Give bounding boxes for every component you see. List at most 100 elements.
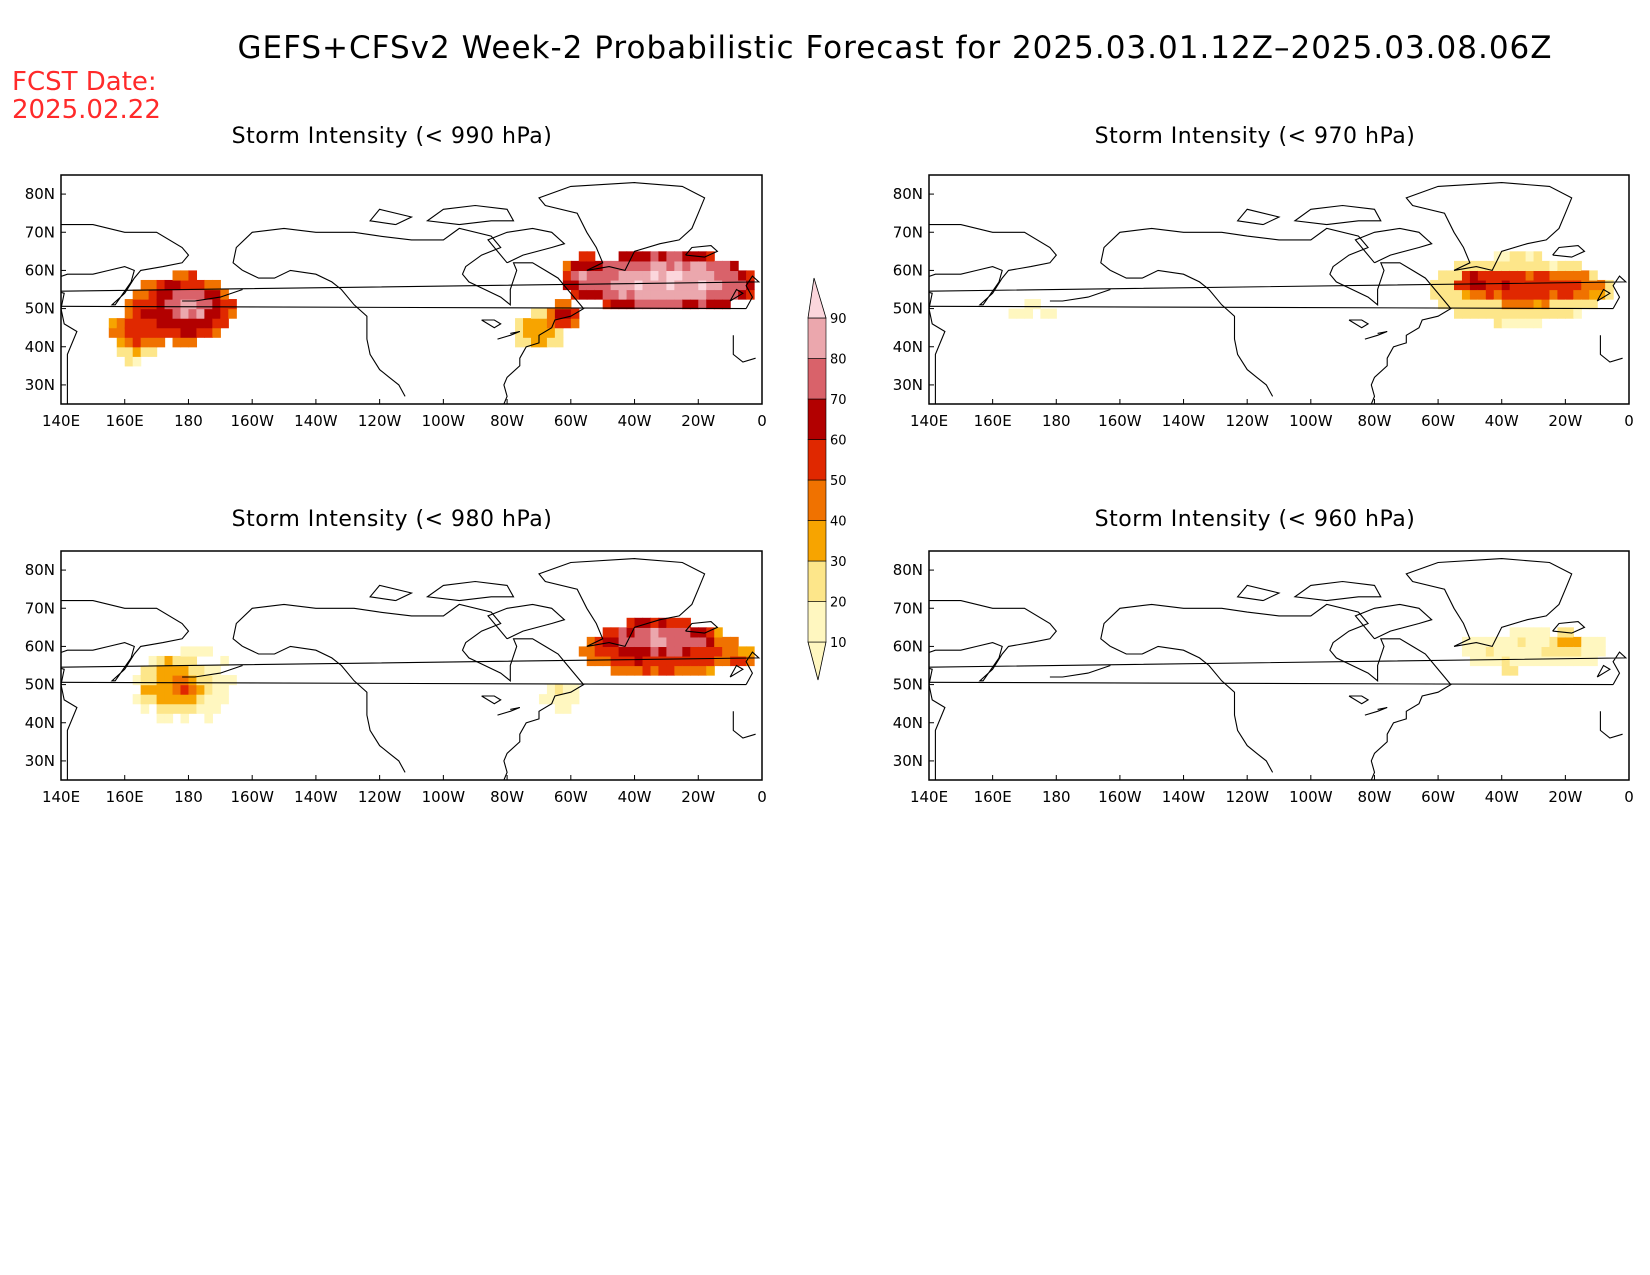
prob-cell (1501, 260, 1511, 272)
prob-cell (1565, 270, 1574, 281)
prob-cell (1517, 655, 1527, 667)
x-tick-label: 120W (1225, 412, 1269, 430)
prob-cell (650, 260, 660, 272)
prob-cell (1589, 646, 1598, 657)
prob-cell (706, 627, 715, 638)
coastline-segment (369, 584, 414, 602)
prob-cell (1501, 646, 1511, 657)
prob-cell (164, 675, 174, 686)
prob-cell (1589, 289, 1598, 300)
prob-cell (1501, 289, 1511, 300)
prob-cell (212, 665, 221, 676)
prob-cell (172, 327, 182, 338)
prob-cell (132, 308, 142, 319)
prob-cell (132, 327, 142, 338)
prob-cell (1589, 279, 1598, 291)
prob-cell (1485, 299, 1495, 310)
prob-cell (602, 299, 612, 310)
prob-cell (674, 627, 683, 638)
prob-cell (546, 337, 556, 348)
prob-cell (642, 646, 652, 657)
prob-cell (602, 279, 612, 291)
prob-cell (212, 308, 221, 319)
prob-cell (1533, 251, 1543, 262)
prob-cell (1533, 308, 1543, 319)
colorbar-label: 20 (830, 596, 847, 611)
colorbar-segment (807, 439, 827, 481)
prob-cell (1477, 636, 1487, 648)
prob-cell (602, 655, 612, 667)
prob-cell (1573, 279, 1582, 291)
coastline-segment (232, 603, 585, 780)
prob-cell (188, 703, 198, 714)
prob-cell (1525, 636, 1535, 648)
x-tick-label: 20W (1548, 412, 1582, 430)
prob-cell (570, 279, 580, 291)
coastline-segment (1348, 695, 1370, 705)
prob-cell (1517, 289, 1527, 300)
coastline-segment (729, 288, 744, 302)
prob-cell (610, 299, 620, 310)
prob-cell (722, 655, 731, 667)
colorbar-segment (807, 317, 827, 359)
prob-cell (674, 665, 683, 676)
coastline-segment (1100, 603, 1452, 780)
x-tick-label: 60W (554, 412, 588, 430)
coastline-segment (1599, 335, 1623, 363)
panel-title-970: Storm Intensity (< 970 hPa) (1094, 124, 1416, 149)
prob-cell (698, 655, 707, 667)
coastline-segment (425, 204, 515, 226)
prob-cell (1517, 636, 1527, 648)
prob-cell (682, 289, 691, 300)
prob-cell (578, 251, 588, 262)
prob-cell (132, 318, 142, 329)
prob-cell (1024, 308, 1034, 319)
prob-cell (132, 346, 142, 357)
prob-cell (1477, 308, 1487, 319)
coastline-segment (729, 664, 744, 678)
prob-cell (1573, 646, 1582, 657)
prob-cell (1485, 308, 1495, 319)
x-tick-label: 140W (1162, 412, 1206, 430)
prob-cell (618, 279, 628, 291)
prob-cell (1493, 279, 1503, 291)
prob-cell (626, 636, 636, 648)
prob-cell (1016, 308, 1026, 319)
prob-cell (1501, 279, 1511, 291)
prob-cell (602, 289, 612, 300)
prob-cell (706, 299, 715, 310)
prob-cell (1533, 289, 1543, 300)
prob-cell (116, 346, 126, 357)
prob-cell (746, 655, 755, 667)
prob-cell (682, 655, 691, 667)
coastline-segment (732, 335, 756, 363)
map-frame (928, 550, 1630, 781)
prob-cell (1541, 655, 1551, 667)
prob-cell (1533, 299, 1543, 310)
prob-cell (658, 646, 668, 657)
prob-cell (642, 655, 652, 667)
prob-cell (140, 318, 150, 329)
prob-cell (212, 299, 221, 310)
prob-cell (1549, 636, 1559, 648)
prob-cell (554, 694, 564, 705)
prob-cell (204, 299, 213, 310)
map-frame (60, 174, 763, 405)
prob-cell (220, 675, 229, 686)
prob-cell (523, 327, 532, 338)
prob-cell (188, 694, 198, 705)
prob-cell (1461, 289, 1471, 300)
prob-cell (172, 289, 182, 300)
prob-cell (140, 675, 150, 686)
prob-cell (220, 299, 229, 310)
colorbar-tail (807, 641, 827, 681)
prob-cell (610, 655, 620, 667)
prob-cell (586, 279, 596, 291)
prob-cell (196, 299, 205, 310)
prob-cell (1485, 289, 1495, 300)
prob-cell (148, 675, 158, 686)
prob-cell (746, 289, 755, 300)
prob-cell (1509, 289, 1519, 300)
coastline-segment (1293, 580, 1382, 602)
prob-cell (172, 308, 182, 319)
